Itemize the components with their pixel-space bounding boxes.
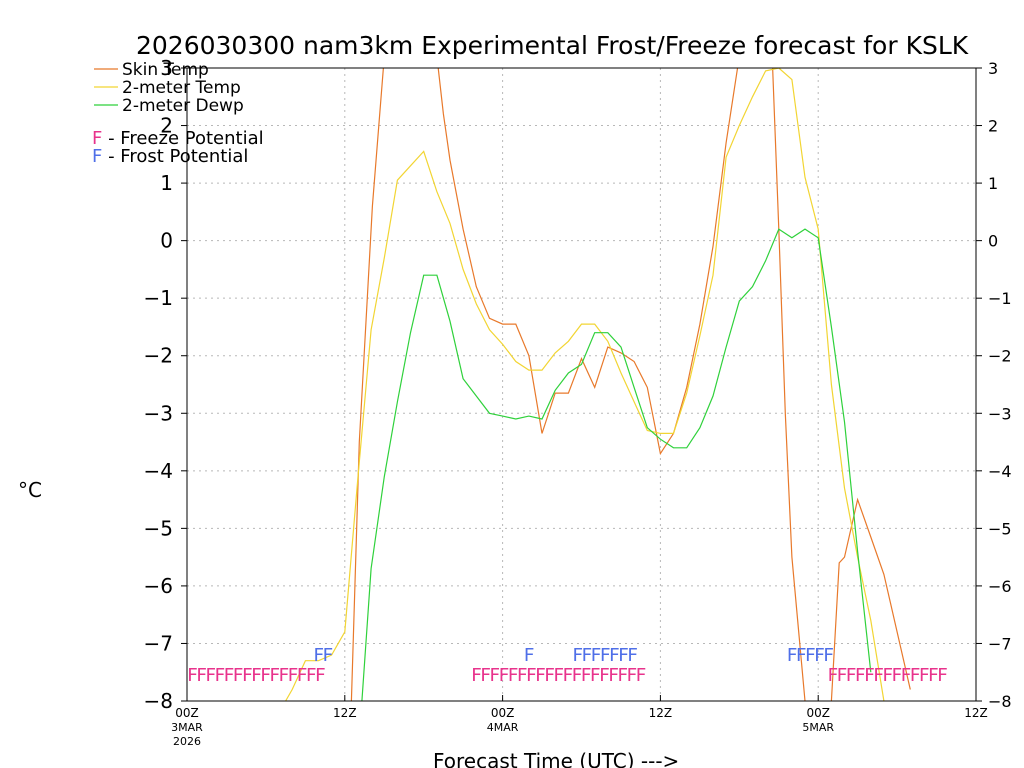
- y-tick-label: −7: [144, 631, 173, 655]
- y-tick-label-right: −7: [988, 634, 1012, 653]
- y-tick-label: 2: [160, 114, 173, 138]
- y-tick-label-right: 0: [988, 232, 998, 251]
- y-tick-label: −2: [144, 344, 173, 368]
- y-tick-label-right: −4: [988, 462, 1012, 481]
- x-tick-date: 5MAR: [802, 721, 834, 734]
- y-tick-label-right: 1: [988, 174, 998, 193]
- x-tick-date: 3MAR: [171, 721, 203, 734]
- x-tick-year: 2026: [173, 735, 201, 748]
- y-tick-label: −6: [144, 574, 173, 598]
- frost-potential-marker: F: [524, 645, 534, 666]
- y-tick-label: −5: [144, 516, 173, 540]
- y-tick-label: 3: [160, 56, 173, 80]
- y-axis-label: °C: [18, 478, 42, 502]
- series-line-dewp: [361, 228, 872, 701]
- y-tick-label: 1: [160, 171, 173, 195]
- x-tick-label: 12Z: [964, 706, 988, 720]
- x-tick-label: 00Z: [806, 706, 830, 720]
- plot-frame: [186, 67, 977, 702]
- frost-potential-marker: FF: [313, 645, 332, 666]
- plot-grid: [187, 68, 976, 701]
- x-tick-label: 00Z: [491, 706, 515, 720]
- frost-potential-marker: FFFFF: [787, 645, 834, 666]
- x-tick-date: 4MAR: [487, 721, 519, 734]
- legend-label-dewp: 2-meter Dewp: [122, 96, 244, 116]
- series-lines: [285, 68, 911, 701]
- y-tick-label: 0: [160, 229, 173, 253]
- y-tick-label-right: −3: [988, 404, 1012, 423]
- legend-frost-entry: F - Frost Potential: [92, 146, 248, 167]
- y-axis-right-ticks: 3 2 1 0 −1 −2 −3 −4 −5 −6 −7 −8: [976, 59, 1012, 711]
- potential-markers: FFFFFFFFFFFFFFF FFFFFFFFFFFFFFFFFFF FFFFFF…: [187, 645, 949, 686]
- y-tick-label-right: −6: [988, 577, 1012, 596]
- x-axis-label: Forecast Time (UTC) --->: [433, 749, 679, 768]
- x-tick-label: 12Z: [333, 706, 357, 720]
- y-axis-left-ticks: 3 2 1 0 −1 −2 −3 −4 −5 −6 −7 −8: [144, 56, 187, 713]
- frost-potential-marker: FFFFFFF: [572, 645, 637, 666]
- y-tick-label-right: 3: [988, 59, 998, 78]
- y-tick-label-right: −1: [988, 289, 1012, 308]
- y-tick-label-right: −2: [988, 347, 1012, 366]
- x-tick-label: 00Z: [175, 706, 199, 720]
- y-tick-label: −3: [144, 401, 173, 425]
- y-tick-label-right: −5: [988, 519, 1012, 538]
- legend-label-skin: Skin Temp: [122, 60, 209, 80]
- freeze-potential-marker: FFFFFFFFFFFFFFFFFFF: [471, 665, 645, 686]
- chart-title: 2026030300 nam3km Experimental Frost/Fre…: [136, 31, 969, 60]
- legend-freeze-entry: F - Freeze Potential: [92, 128, 264, 149]
- freeze-potential-marker: FFFFFFFFFFFFF: [827, 665, 947, 686]
- plot-border: [186, 67, 977, 702]
- y-tick-label: −1: [144, 286, 173, 310]
- x-tick-label: 12Z: [649, 706, 673, 720]
- y-tick-label-right: −8: [988, 692, 1012, 711]
- series-line-temp: [285, 68, 885, 701]
- freeze-potential-marker: FFFFFFFFFFFFFFF: [187, 665, 325, 686]
- y-tick-label: −8: [144, 689, 173, 713]
- series-line-skin: [350, 68, 911, 701]
- legend-label-temp: 2-meter Temp: [122, 78, 241, 98]
- y-tick-label: −4: [144, 459, 173, 483]
- y-tick-label-right: 2: [988, 117, 998, 136]
